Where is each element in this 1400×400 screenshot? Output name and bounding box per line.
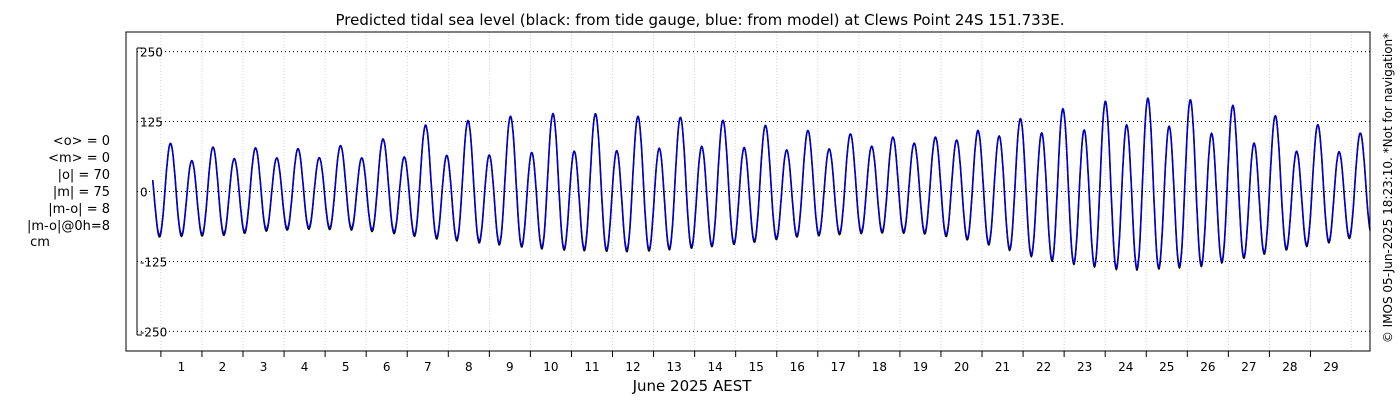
x-tick-label: 13 (666, 360, 681, 374)
y-tick-label: 0 (140, 186, 148, 200)
y-tick-label: -250 (140, 325, 167, 339)
plot-frame (125, 31, 1371, 352)
x-tick-label: 25 (1159, 360, 1174, 374)
x-tick-label: 17 (831, 360, 846, 374)
x-tick-label: 23 (1077, 360, 1092, 374)
y-tick-label: 250 (140, 46, 163, 60)
x-tick-label: 21 (995, 360, 1010, 374)
x-tick-label: 8 (465, 360, 473, 374)
x-tick-label: 29 (1323, 360, 1338, 374)
x-tick-label: 15 (749, 360, 764, 374)
stat-diff-0h: |m-o|@0h=8 (27, 219, 110, 234)
y-tick-layer: 250 125 0 -125 -250 (140, 46, 167, 340)
x-tick-label: 26 (1200, 360, 1215, 374)
x-tick-label: 5 (342, 360, 350, 374)
series-layer (151, 96, 1371, 271)
stat-abs-model: |m| = 75 (52, 185, 110, 200)
x-tick-label: 16 (790, 360, 805, 374)
grid-layer (137, 32, 1370, 351)
series-line-model (151, 97, 1371, 270)
x-axis-label: June 2025 AEST (632, 377, 753, 395)
x-tick-label: 1 (178, 360, 186, 374)
stat-mean-model: <m> = 0 (48, 151, 110, 166)
x-tick-label: 7 (424, 360, 432, 374)
x-tick-layer: 1 2 3 4 5 6 7 8 9 10 11 12 13 14 15 16 17 18 19 20 21 22 23 24 2… (160, 351, 1339, 374)
x-tick-label: 18 (872, 360, 887, 374)
x-tick-label: 20 (954, 360, 969, 374)
stat-abs-obs: |o| = 70 (57, 168, 110, 183)
x-tick-label: 3 (260, 360, 268, 374)
x-tick-label: 14 (708, 360, 723, 374)
copyright-note: © IMOS 05-Jun-2025 18:23:10. *Not for na… (1381, 33, 1395, 343)
y-tick-label: -125 (140, 255, 167, 269)
y-tick-label: 125 (140, 116, 163, 130)
x-tick-label: 10 (543, 360, 558, 374)
x-tick-label: 2 (219, 360, 227, 374)
stat-abs-diff: |m-o| = 8 (48, 202, 110, 217)
x-tick-label: 22 (1036, 360, 1051, 374)
stat-mean-obs: <o> = 0 (52, 134, 110, 149)
x-tick-label: 19 (913, 360, 928, 374)
x-tick-label: 12 (625, 360, 640, 374)
x-tick-label: 27 (1241, 360, 1256, 374)
x-tick-label: 28 (1282, 360, 1297, 374)
x-tick-label: 9 (506, 360, 514, 374)
stat-unit: cm (30, 235, 50, 250)
x-tick-label: 4 (301, 360, 309, 374)
x-tick-label: 11 (584, 360, 599, 374)
x-tick-label: 24 (1118, 360, 1133, 374)
x-tick-label: 6 (383, 360, 391, 374)
chart-title: Predicted tidal sea level (black: from t… (335, 11, 1064, 29)
